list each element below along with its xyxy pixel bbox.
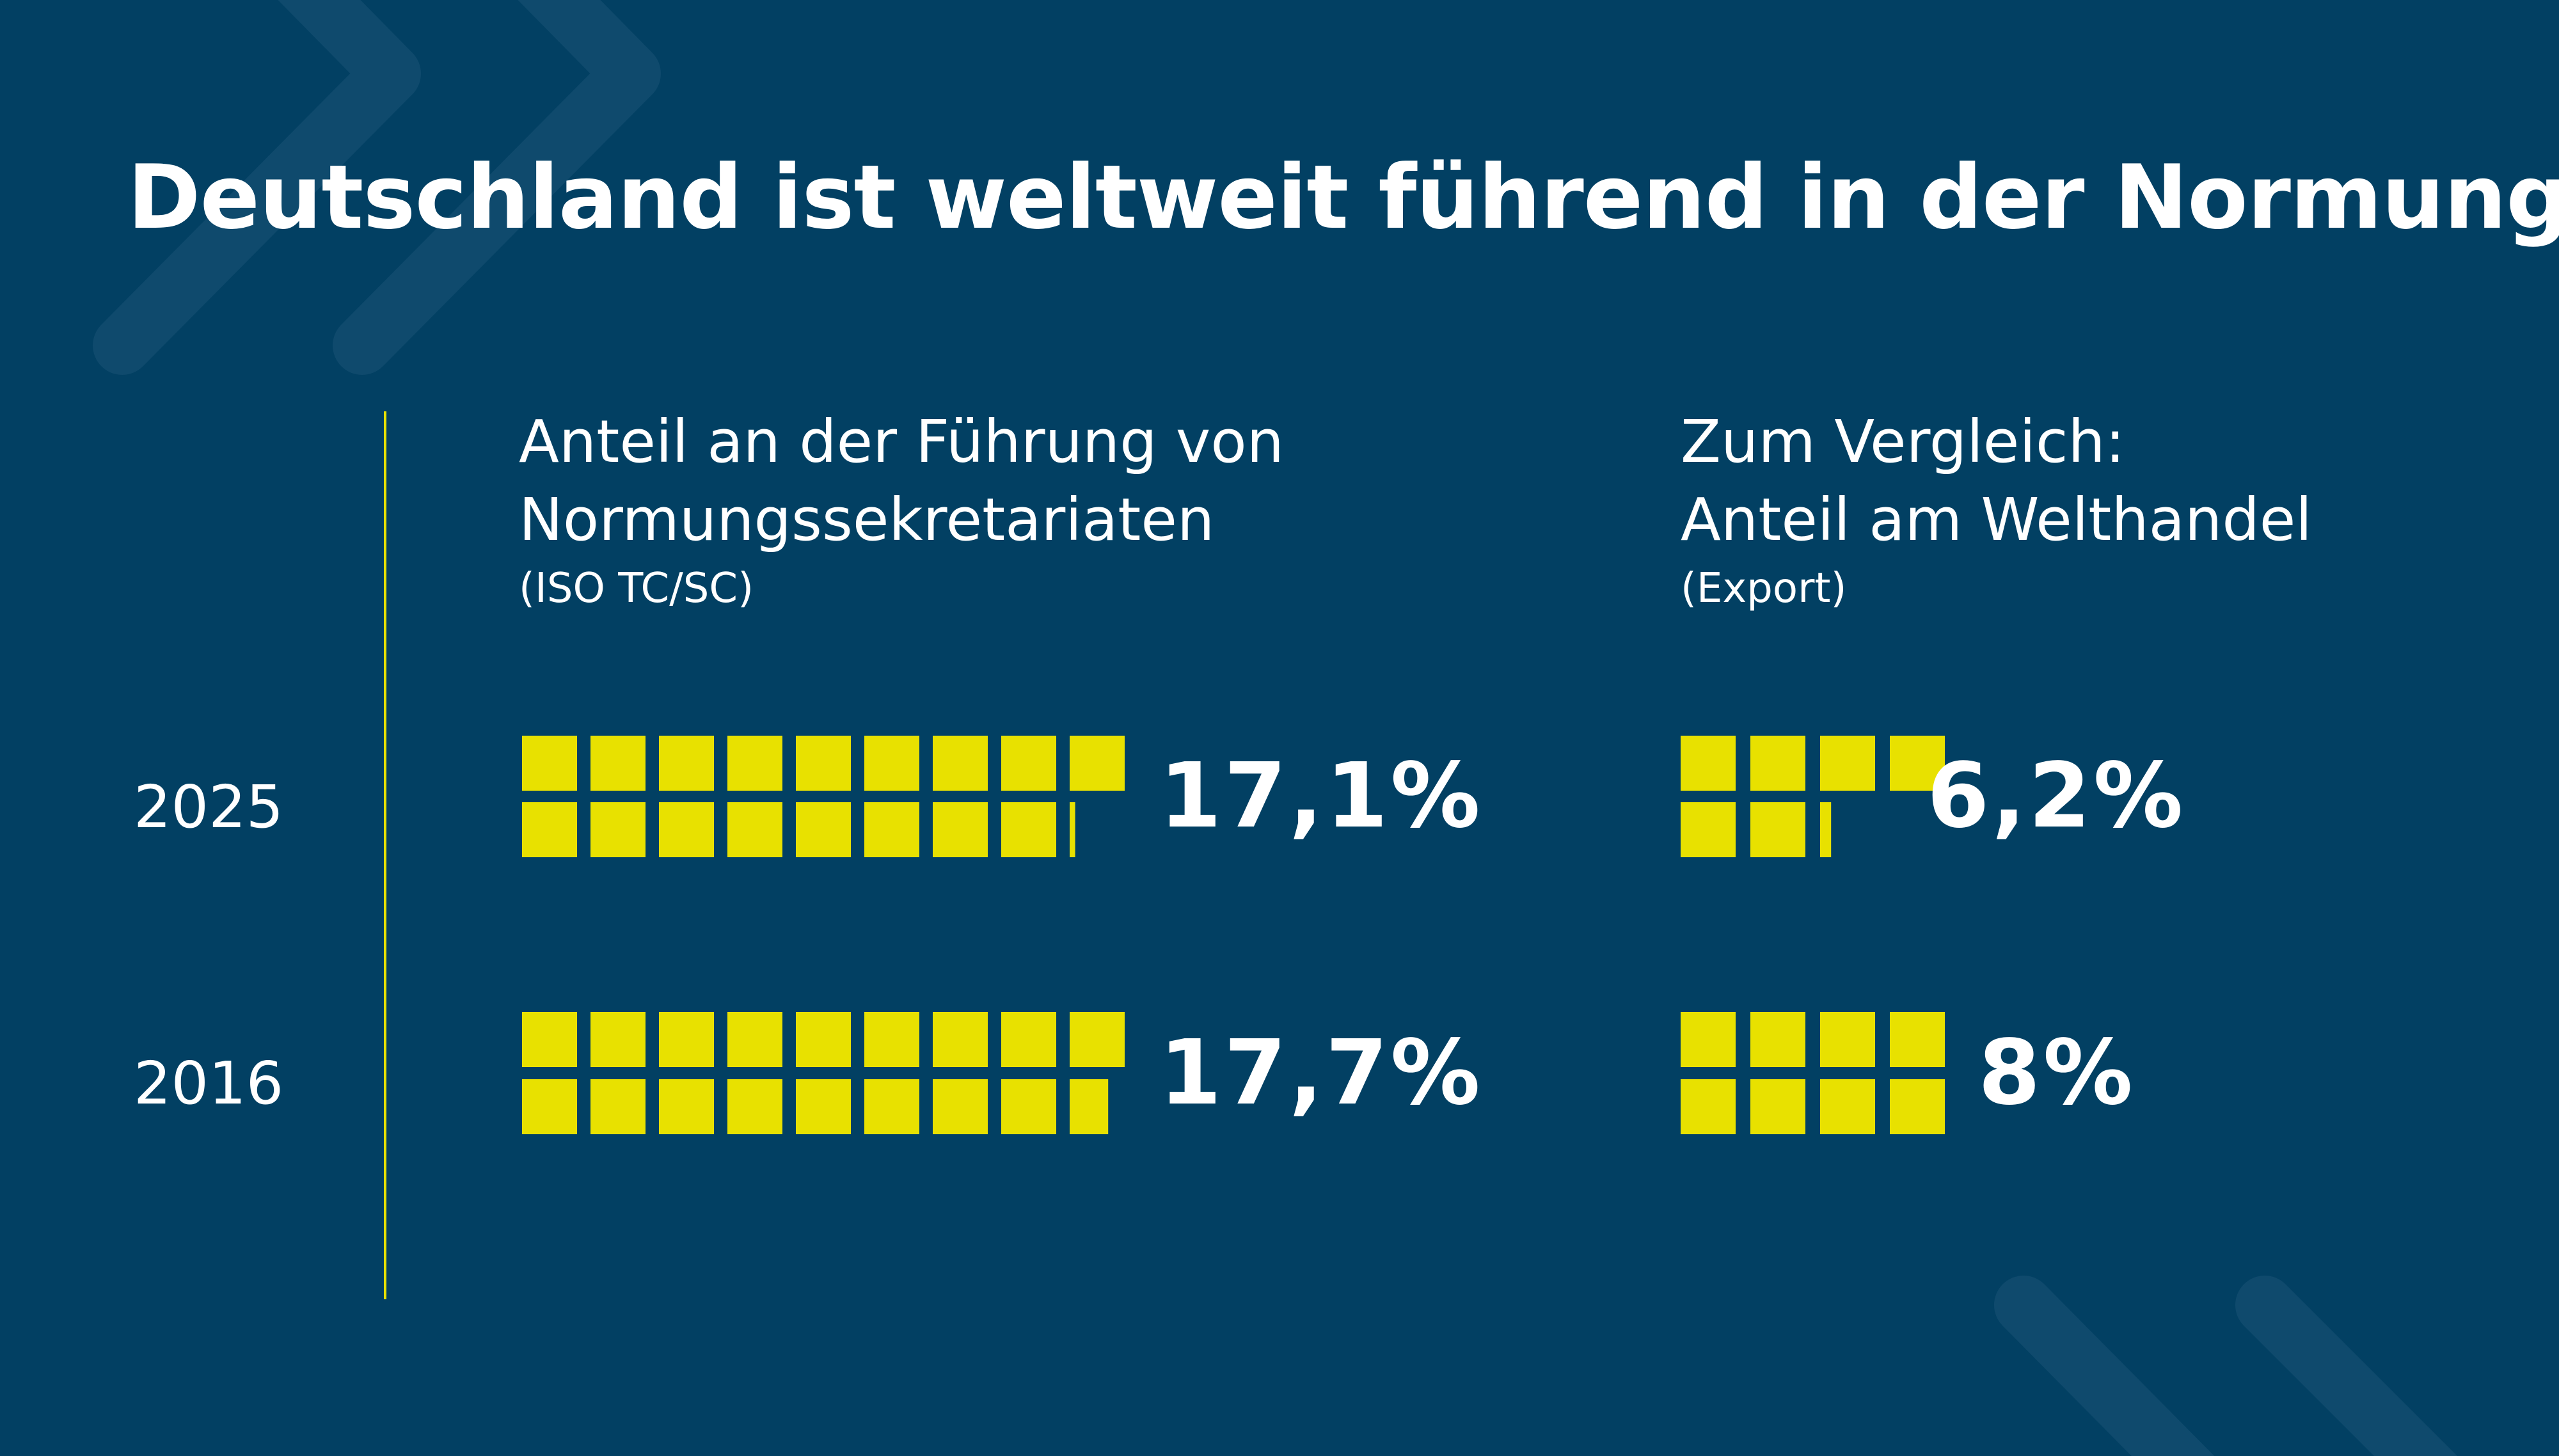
unit-square-right-2025 [1890,736,1945,791]
unit-square-left-2025 [796,802,851,857]
unit-square-left-2016 [522,1079,577,1134]
chevron-icon [1994,1276,2215,1456]
unit-square-left-2025 [933,802,988,857]
panel-left-title-line2: Normungssekretariaten [519,486,1215,554]
unit-square-left-2025 [590,802,646,857]
divider-line [384,411,386,1299]
unit-square-left-2016 [659,1012,714,1067]
unit-square-left-2025 [1070,736,1125,791]
unit-square-right-2016 [1890,1012,1945,1067]
unit-square-left-2025 [727,736,782,791]
unit-square-left-2016 [1001,1079,1056,1134]
unit-square-left-2016 [590,1079,646,1134]
unit-square-left-2016 [796,1079,851,1134]
page-title: Deutschland ist weltweit führend in der … [127,146,2559,249]
unit-square-right-2016 [1750,1012,1805,1067]
unit-square-left-2025 [1001,736,1056,791]
unit-square-left-2016 [933,1079,988,1134]
chevron-icon [333,0,661,375]
unit-square-left-2016 [864,1079,919,1134]
value-label-right-2025: 6,2% [1927,744,2186,848]
unit-square-left-2016 [1070,1012,1125,1067]
unit-square-right-2025 [1681,736,1736,791]
unit-square-left-2025 [1001,802,1056,857]
unit-square-left-2025 [796,736,851,791]
panel-left-header: Anteil an der Führung von Normungssekret… [519,403,1284,614]
unit-square-left-2025 [864,736,919,791]
unit-square-right-2025 [1820,802,1832,857]
year-label-2016: 2016 [134,1049,284,1118]
unit-square-left-2016 [522,1012,577,1067]
unit-square-right-2016 [1750,1079,1805,1134]
panel-right-subtitle: (Export) [1681,565,1847,612]
unit-square-left-2025 [522,736,577,791]
unit-square-left-2016 [727,1012,782,1067]
panel-left-title-line1: Anteil an der Führung von [519,408,1284,476]
panel-right-title-line1: Zum Vergleich: [1681,408,2125,476]
unit-square-left-2025 [590,736,646,791]
chevron-icon [93,0,421,375]
unit-square-left-2016 [590,1012,646,1067]
unit-square-left-2025 [659,736,714,791]
value-label-left-2016: 17,7% [1159,1021,1483,1125]
unit-square-right-2016 [1681,1012,1736,1067]
unit-square-left-2016 [933,1012,988,1067]
unit-square-left-2016 [864,1012,919,1067]
unit-square-right-2025 [1750,802,1805,857]
unit-square-left-2025 [864,802,919,857]
unit-square-left-2016 [659,1079,714,1134]
chevron-icon [2235,1276,2458,1456]
unit-square-right-2025 [1820,736,1875,791]
unit-square-right-2025 [1750,736,1805,791]
unit-square-left-2016 [796,1012,851,1067]
panel-left-subtitle: (ISO TC/SC) [519,565,754,612]
value-label-right-2016: 8% [1978,1021,2135,1125]
unit-square-right-2016 [1820,1012,1875,1067]
unit-square-right-2016 [1820,1079,1875,1134]
unit-square-left-2016 [727,1079,782,1134]
unit-square-left-2025 [727,802,782,857]
unit-square-right-2016 [1681,1079,1736,1134]
unit-square-right-2025 [1681,802,1736,857]
panel-right-header: Zum Vergleich: Anteil am Welthandel (Exp… [1681,403,2312,614]
unit-square-right-2016 [1890,1079,1945,1134]
unit-square-left-2016 [1001,1012,1056,1067]
value-label-left-2025: 17,1% [1159,744,1483,848]
unit-square-left-2016 [1070,1079,1109,1134]
panel-right-title-line2: Anteil am Welthandel [1681,486,2312,554]
unit-square-left-2025 [659,802,714,857]
unit-square-left-2025 [933,736,988,791]
unit-square-left-2025 [1070,802,1075,857]
unit-square-left-2025 [522,802,577,857]
year-label-2025: 2025 [134,773,284,841]
